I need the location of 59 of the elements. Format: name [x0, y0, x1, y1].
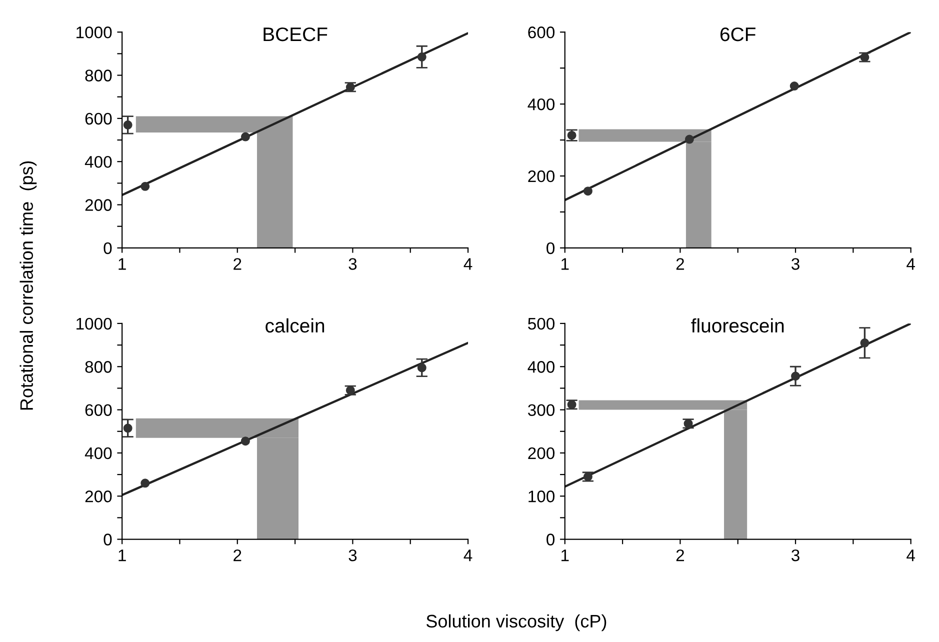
x-tick-label: 4 [906, 258, 915, 270]
point [567, 400, 576, 410]
chart-title: calcein [266, 318, 324, 333]
y-tick-label: 600 [85, 112, 112, 125]
x-tick-label: 4 [906, 550, 915, 562]
point [684, 134, 694, 144]
y-tick-label: 800 [85, 70, 112, 82]
x-tick-label: 2 [234, 549, 242, 562]
y-tick-label: 0 [104, 534, 112, 546]
point [791, 372, 800, 381]
point [567, 130, 576, 140]
x-tick-label: 3 [348, 549, 357, 562]
x-tick-label: 4 [464, 258, 472, 270]
x-tick-label: 1 [118, 258, 126, 270]
y-tick-label: 0 [546, 242, 555, 254]
y-tick-label: 200 [528, 447, 555, 460]
x-tick-label: 3 [348, 258, 357, 270]
x-tick-label: 1 [562, 550, 569, 562]
chart-title: BCECF [264, 27, 328, 42]
y-tick-label: 1000 [76, 318, 112, 330]
chart-title: 6CF [720, 27, 756, 42]
point [240, 132, 250, 142]
point [240, 436, 250, 446]
point [790, 82, 799, 91]
point [417, 52, 426, 62]
x-tick-label: 1 [562, 258, 569, 270]
y-tick-label: 200 [85, 490, 112, 502]
y-tick-label: 100 [528, 490, 555, 502]
y-axis-title: Rotational correlation time (ps) [20, 161, 37, 410]
point [140, 478, 150, 488]
point [123, 120, 132, 130]
y-tick-label: 0 [546, 534, 555, 546]
point [140, 182, 150, 191]
point [583, 186, 592, 196]
y-tick-label: 300 [528, 404, 555, 416]
point [123, 424, 132, 433]
y-tick-label: 200 [528, 170, 555, 182]
chart-title: fluorescein [691, 318, 784, 333]
x-axis-title: Solution viscosity (cP) [426, 614, 606, 632]
y-tick-label: 800 [85, 361, 112, 373]
y-tick-label: 500 [528, 318, 555, 330]
y-tick-label: 1000 [76, 26, 112, 38]
y-tick-label: 600 [85, 404, 112, 416]
x-tick-label: 3 [792, 549, 800, 562]
x-tick-label: 2 [234, 258, 242, 270]
y-tick-label: 600 [528, 26, 555, 38]
x-tick-label: 1 [118, 550, 126, 562]
y-tick-label: 400 [84, 447, 112, 460]
y-tick-label: 200 [85, 199, 112, 211]
y-tick-label: 400 [528, 98, 555, 110]
point [860, 338, 870, 348]
x-tick-label: 3 [792, 258, 800, 270]
y-tick-label: 400 [528, 361, 555, 373]
x-tick-label: 2 [676, 549, 684, 562]
x-tick-label: 4 [464, 550, 472, 562]
y-tick-label: 400 [84, 156, 112, 168]
point [417, 363, 426, 372]
x-tick-label: 2 [676, 258, 684, 270]
y-tick-label: 0 [104, 242, 112, 254]
